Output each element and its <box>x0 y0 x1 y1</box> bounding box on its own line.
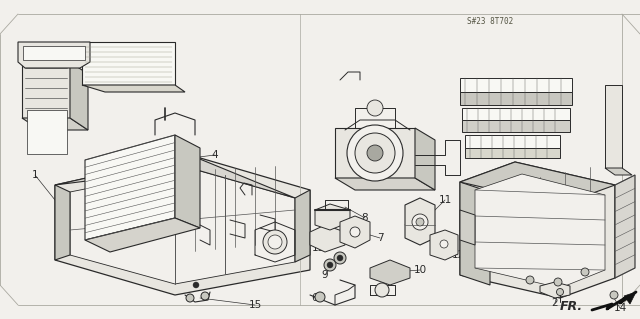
Polygon shape <box>460 92 572 105</box>
Polygon shape <box>462 120 570 132</box>
Polygon shape <box>460 182 490 285</box>
Circle shape <box>268 235 282 249</box>
Circle shape <box>554 278 562 286</box>
Polygon shape <box>55 155 295 198</box>
Circle shape <box>416 218 424 226</box>
Polygon shape <box>460 162 615 205</box>
Polygon shape <box>70 168 295 284</box>
Circle shape <box>355 133 395 173</box>
Polygon shape <box>460 210 475 245</box>
Circle shape <box>186 294 194 302</box>
Text: 14: 14 <box>613 303 627 313</box>
Polygon shape <box>70 62 88 130</box>
Circle shape <box>347 125 403 181</box>
Circle shape <box>315 292 325 302</box>
Text: 7: 7 <box>377 233 383 243</box>
Text: 4: 4 <box>212 150 218 160</box>
Circle shape <box>327 262 333 268</box>
Circle shape <box>557 288 563 295</box>
Circle shape <box>337 255 343 261</box>
Circle shape <box>440 240 448 248</box>
Text: 11: 11 <box>438 195 452 205</box>
Polygon shape <box>335 128 415 178</box>
Circle shape <box>367 100 383 116</box>
Polygon shape <box>475 174 605 288</box>
Polygon shape <box>82 85 185 92</box>
Polygon shape <box>335 178 435 190</box>
Polygon shape <box>55 185 70 260</box>
Circle shape <box>334 252 346 264</box>
Polygon shape <box>615 175 635 278</box>
Polygon shape <box>462 108 570 120</box>
Circle shape <box>375 283 389 297</box>
Polygon shape <box>460 78 572 92</box>
Polygon shape <box>340 216 370 248</box>
Polygon shape <box>22 118 88 130</box>
Text: 15: 15 <box>248 300 262 310</box>
Text: 6: 6 <box>312 293 318 303</box>
Text: 10: 10 <box>413 265 427 275</box>
Polygon shape <box>82 42 175 85</box>
Bar <box>27 110 67 154</box>
Circle shape <box>367 145 383 161</box>
Polygon shape <box>465 148 560 158</box>
Circle shape <box>350 227 360 237</box>
Polygon shape <box>415 128 435 190</box>
Polygon shape <box>55 155 310 295</box>
Polygon shape <box>85 135 175 240</box>
Polygon shape <box>624 292 636 304</box>
Polygon shape <box>18 42 90 68</box>
Polygon shape <box>465 135 560 148</box>
Text: FR.: FR. <box>560 300 583 313</box>
Polygon shape <box>23 46 85 60</box>
Circle shape <box>581 268 589 276</box>
Circle shape <box>201 292 209 300</box>
Circle shape <box>193 282 199 288</box>
Polygon shape <box>175 135 200 228</box>
Text: S#23 8T702: S#23 8T702 <box>467 18 513 26</box>
Text: 12: 12 <box>451 250 465 260</box>
Text: 3: 3 <box>52 115 58 125</box>
Polygon shape <box>295 190 310 262</box>
Polygon shape <box>540 282 570 298</box>
Polygon shape <box>405 198 435 245</box>
Polygon shape <box>605 168 632 175</box>
Polygon shape <box>22 62 70 118</box>
Text: 5: 5 <box>406 210 413 220</box>
Text: 2: 2 <box>552 298 558 308</box>
Text: 13: 13 <box>312 243 324 253</box>
Circle shape <box>526 276 534 284</box>
Polygon shape <box>85 218 200 252</box>
Circle shape <box>412 214 428 230</box>
Text: 8: 8 <box>362 213 368 223</box>
Polygon shape <box>315 204 350 230</box>
Polygon shape <box>430 230 458 260</box>
Polygon shape <box>370 260 410 285</box>
Circle shape <box>263 230 287 254</box>
Polygon shape <box>310 225 345 252</box>
Polygon shape <box>605 85 622 168</box>
Text: 1: 1 <box>32 170 38 180</box>
Circle shape <box>324 259 336 271</box>
Text: 9: 9 <box>322 270 328 280</box>
Circle shape <box>610 291 618 299</box>
Polygon shape <box>460 162 615 298</box>
